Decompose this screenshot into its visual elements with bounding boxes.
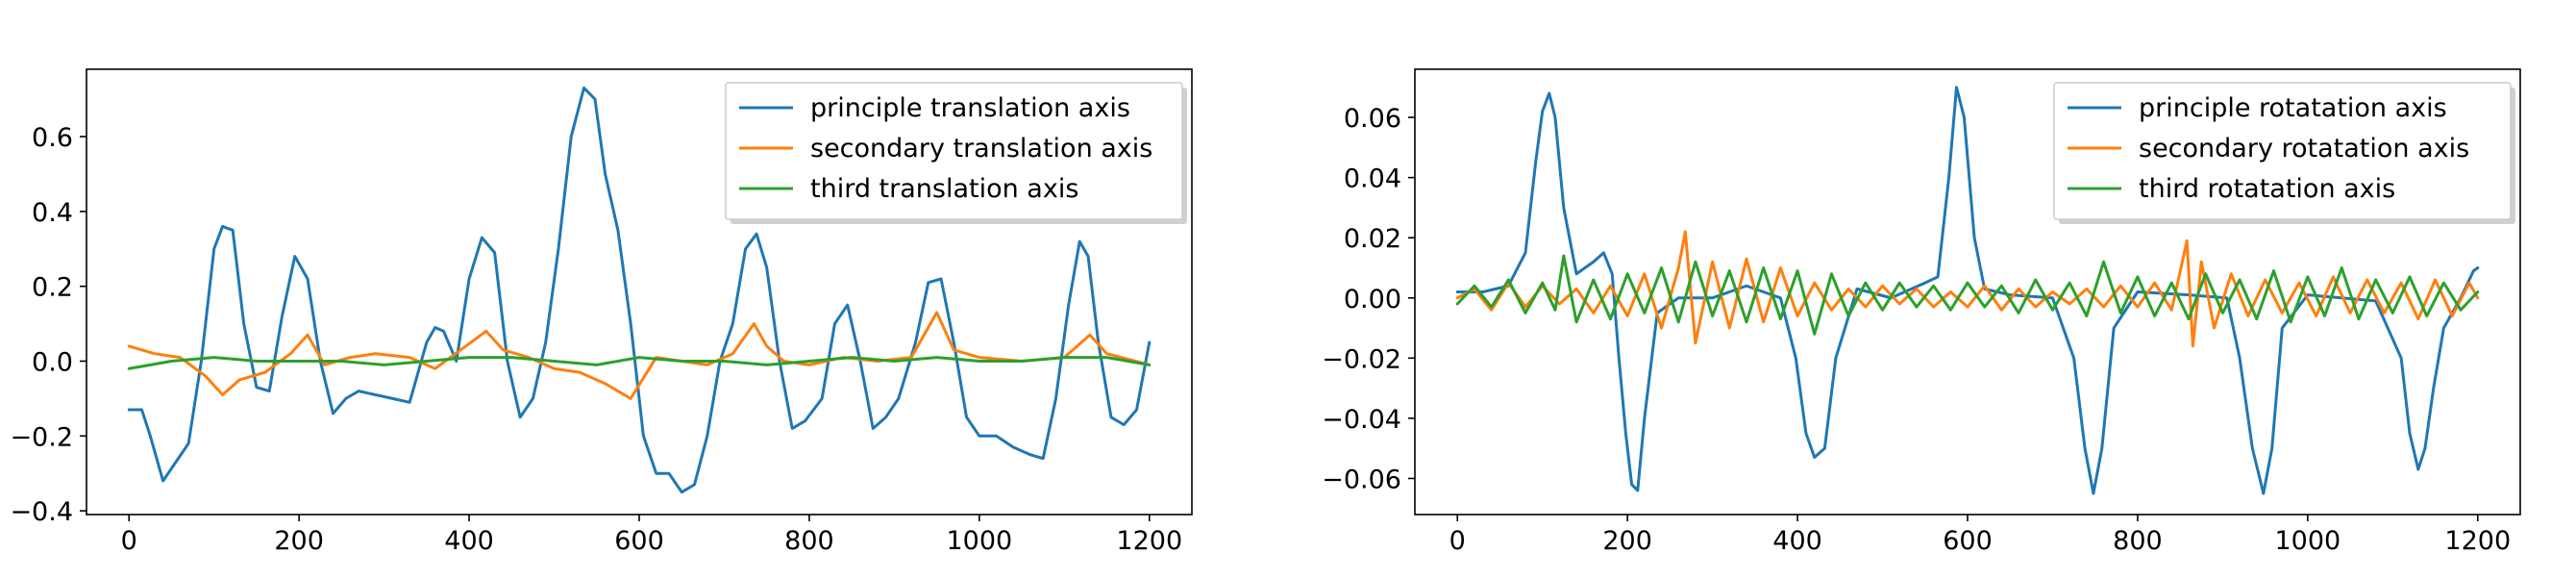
y-tick-label: −0.4 bbox=[10, 497, 73, 527]
y-tick-label: −0.02 bbox=[1322, 344, 1401, 374]
x-tick-label: 0 bbox=[1449, 526, 1466, 556]
legend-label: third translation axis bbox=[810, 174, 1078, 204]
x-tick-label: 200 bbox=[1602, 526, 1652, 556]
subplot-2: 0 200 400 600 800 1000 1200 −0.06 −0.04 −0.02 0.00… bbox=[1322, 68, 2521, 556]
y-tick-label: 0.2 bbox=[32, 273, 73, 303]
x-tick-label: 1200 bbox=[1116, 526, 1182, 556]
y-tick-label: −0.04 bbox=[1322, 405, 1401, 435]
y-tick-label: 0.04 bbox=[1344, 164, 1401, 194]
legend: principle translation axis secondary tran… bbox=[725, 82, 1187, 224]
subplot-1: 0 200 400 600 800 1000 1200 −0.4 −0.2 0.0 0.2 0.4 0.… bbox=[10, 68, 1193, 556]
legend-box bbox=[2053, 82, 2512, 220]
x-tick-label: 800 bbox=[784, 526, 834, 556]
legend-label: secondary translation axis bbox=[810, 134, 1152, 164]
legend: principle rotatation axis secondary rotat… bbox=[2053, 82, 2515, 224]
y-tick-label: −0.06 bbox=[1322, 465, 1401, 494]
x-tick-label: 400 bbox=[1772, 526, 1822, 556]
y-tick-label: 0.00 bbox=[1344, 285, 1401, 315]
series-line-1 bbox=[127, 86, 1152, 494]
legend-label: principle rotatation axis bbox=[2139, 93, 2447, 123]
series-line-3 bbox=[127, 356, 1152, 370]
series-line-3 bbox=[1455, 254, 2480, 336]
y-tick-label: −0.2 bbox=[10, 422, 73, 452]
legend-label: secondary rotatation axis bbox=[2139, 134, 2469, 164]
y-tick-label: 0.4 bbox=[32, 198, 73, 228]
y-tick-label: 0.0 bbox=[32, 347, 73, 377]
x-tick-label: 600 bbox=[614, 526, 664, 556]
x-tick-label: 400 bbox=[444, 526, 494, 556]
y-tick-label: 0.06 bbox=[1344, 104, 1401, 134]
x-tick-label: 800 bbox=[2113, 526, 2163, 556]
series-line-2 bbox=[127, 311, 1152, 400]
y-tick-label: 0.02 bbox=[1344, 224, 1401, 254]
series-line-1 bbox=[1455, 86, 2480, 495]
x-tick-label: 600 bbox=[1943, 526, 1993, 556]
x-tick-label: 200 bbox=[274, 526, 324, 556]
series-line-2 bbox=[1455, 230, 2480, 348]
x-tick-label: 0 bbox=[121, 526, 137, 556]
legend-label: principle translation axis bbox=[810, 93, 1130, 123]
legend-label: third rotatation axis bbox=[2139, 174, 2395, 204]
x-tick-label: 1000 bbox=[946, 526, 1012, 556]
legend-box bbox=[725, 82, 1183, 220]
x-tick-label: 1000 bbox=[2274, 526, 2341, 556]
y-tick-label: 0.6 bbox=[32, 123, 73, 153]
x-tick-label: 1200 bbox=[2444, 526, 2511, 556]
